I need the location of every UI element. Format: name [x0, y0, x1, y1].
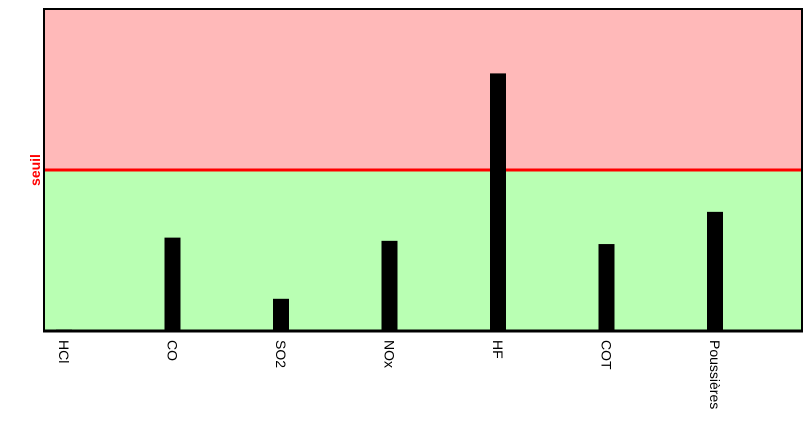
above-zone — [44, 9, 802, 170]
below-zone — [44, 170, 802, 331]
bar — [273, 298, 289, 331]
bar — [381, 240, 398, 331]
bar — [707, 211, 723, 331]
x-tick-label: CO — [165, 340, 181, 361]
x-tick-label: NOx — [382, 340, 398, 368]
x-tick-label: HCl — [56, 340, 72, 363]
bar — [598, 244, 615, 331]
threshold-label: seuil — [27, 154, 43, 186]
x-tick-label: SO2 — [273, 340, 289, 368]
x-tick-label: Poussières — [707, 340, 723, 409]
bar — [164, 237, 181, 331]
bar — [490, 73, 506, 332]
x-tick-label: HF — [490, 340, 506, 359]
x-tick-label: COT — [599, 340, 615, 370]
